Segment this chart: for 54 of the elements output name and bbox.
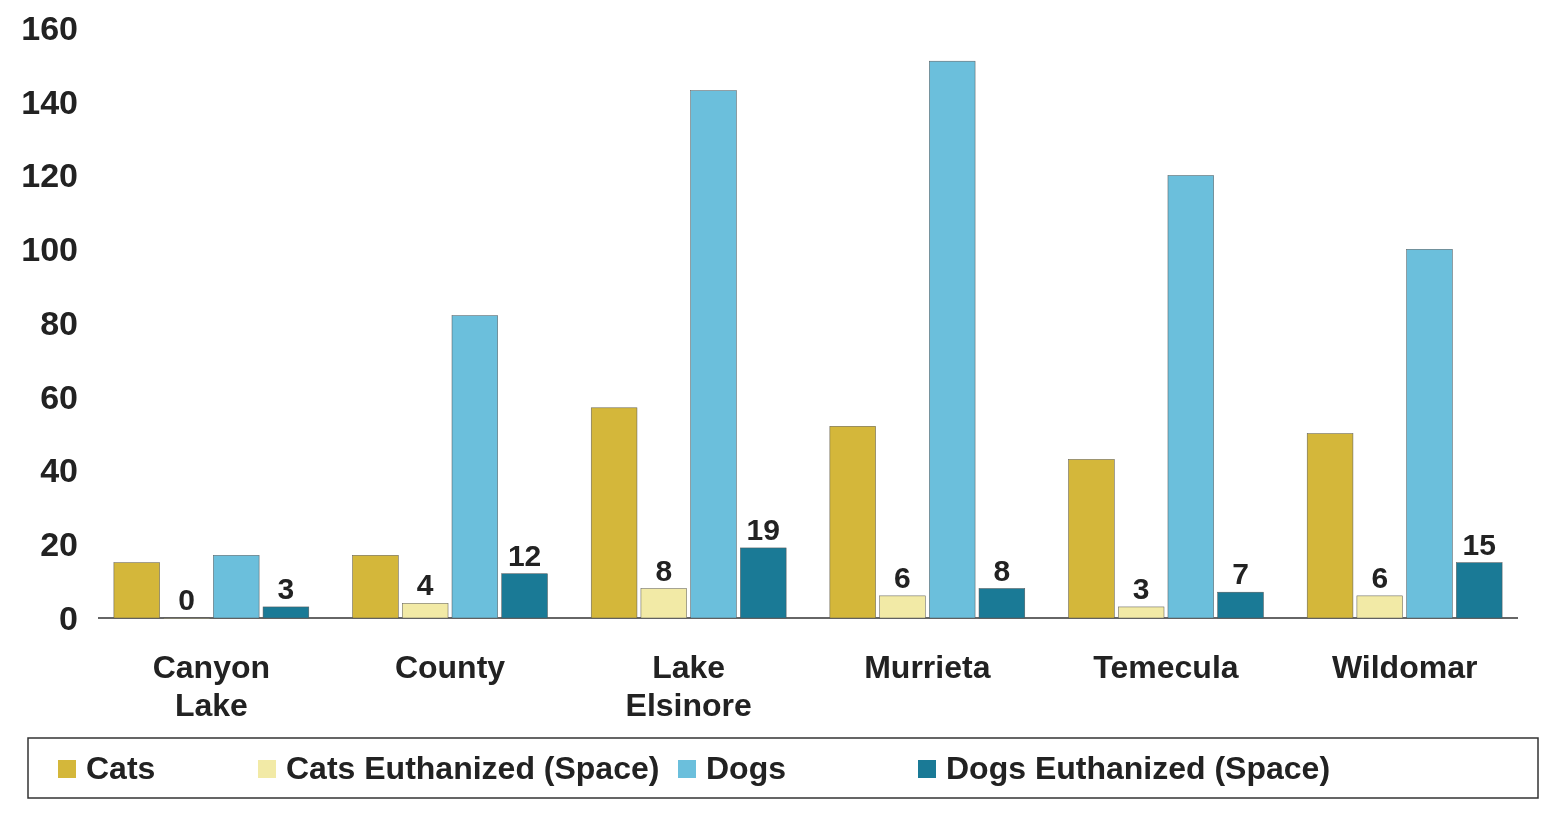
- bar: [402, 603, 449, 619]
- y-tick-label: 160: [21, 8, 78, 47]
- data-label: 0: [178, 583, 195, 616]
- bar: [1167, 175, 1214, 619]
- bar: [213, 555, 260, 619]
- data-label: 3: [1132, 571, 1150, 605]
- bar: [740, 547, 787, 619]
- y-tick-label: 60: [40, 377, 78, 416]
- bar: [929, 60, 976, 619]
- x-tick-label: Lake Elsinore: [625, 649, 752, 723]
- x-tick-label: Murrieta: [864, 649, 991, 685]
- bar: [879, 595, 926, 619]
- y-tick-label: 100: [21, 230, 78, 269]
- bar: [829, 426, 876, 619]
- data-label: 15: [1462, 527, 1496, 561]
- bar: [113, 562, 160, 619]
- x-tick-label: Canyon Lake: [152, 649, 271, 723]
- bar: [1406, 249, 1453, 619]
- x-tick-label: Wildomar: [1331, 649, 1478, 685]
- bar: [690, 90, 737, 619]
- bar: [352, 555, 399, 619]
- data-label: 7: [1232, 557, 1249, 591]
- y-tick-label: 80: [40, 303, 78, 342]
- bar: [1068, 459, 1115, 619]
- bar: [1306, 433, 1354, 619]
- y-tick-label: 40: [40, 451, 78, 490]
- legend-label: Cats: [86, 750, 156, 787]
- legend-label: Cats Euthanized (Space): [286, 750, 660, 787]
- bar: [1456, 562, 1503, 619]
- bar: [501, 573, 548, 619]
- bar: [1118, 606, 1165, 619]
- x-tick-label: County: [394, 649, 506, 685]
- data-label: 4: [416, 568, 434, 602]
- y-tick-label: 0: [59, 598, 78, 637]
- data-label: 8: [655, 553, 673, 587]
- bar: [451, 315, 498, 619]
- y-tick-label: 20: [40, 525, 78, 564]
- data-label: 6: [894, 560, 911, 594]
- data-label: 19: [746, 512, 780, 546]
- bar: [262, 606, 310, 619]
- data-label: 12: [507, 538, 542, 572]
- data-label: 3: [277, 571, 295, 605]
- data-label: 8: [993, 553, 1011, 587]
- bar: [978, 588, 1026, 619]
- data-label: 6: [1371, 560, 1389, 594]
- y-tick-label: 120: [21, 156, 78, 195]
- bar: [590, 407, 638, 619]
- bar: [640, 588, 687, 619]
- bar: [1356, 595, 1403, 619]
- legend-label: Dogs Euthanized (Space): [946, 750, 1331, 787]
- x-tick-label: Temecula: [1093, 649, 1239, 685]
- bar: [1217, 591, 1264, 619]
- legend-label: Dogs: [706, 750, 786, 787]
- y-tick-label: 140: [21, 82, 78, 121]
